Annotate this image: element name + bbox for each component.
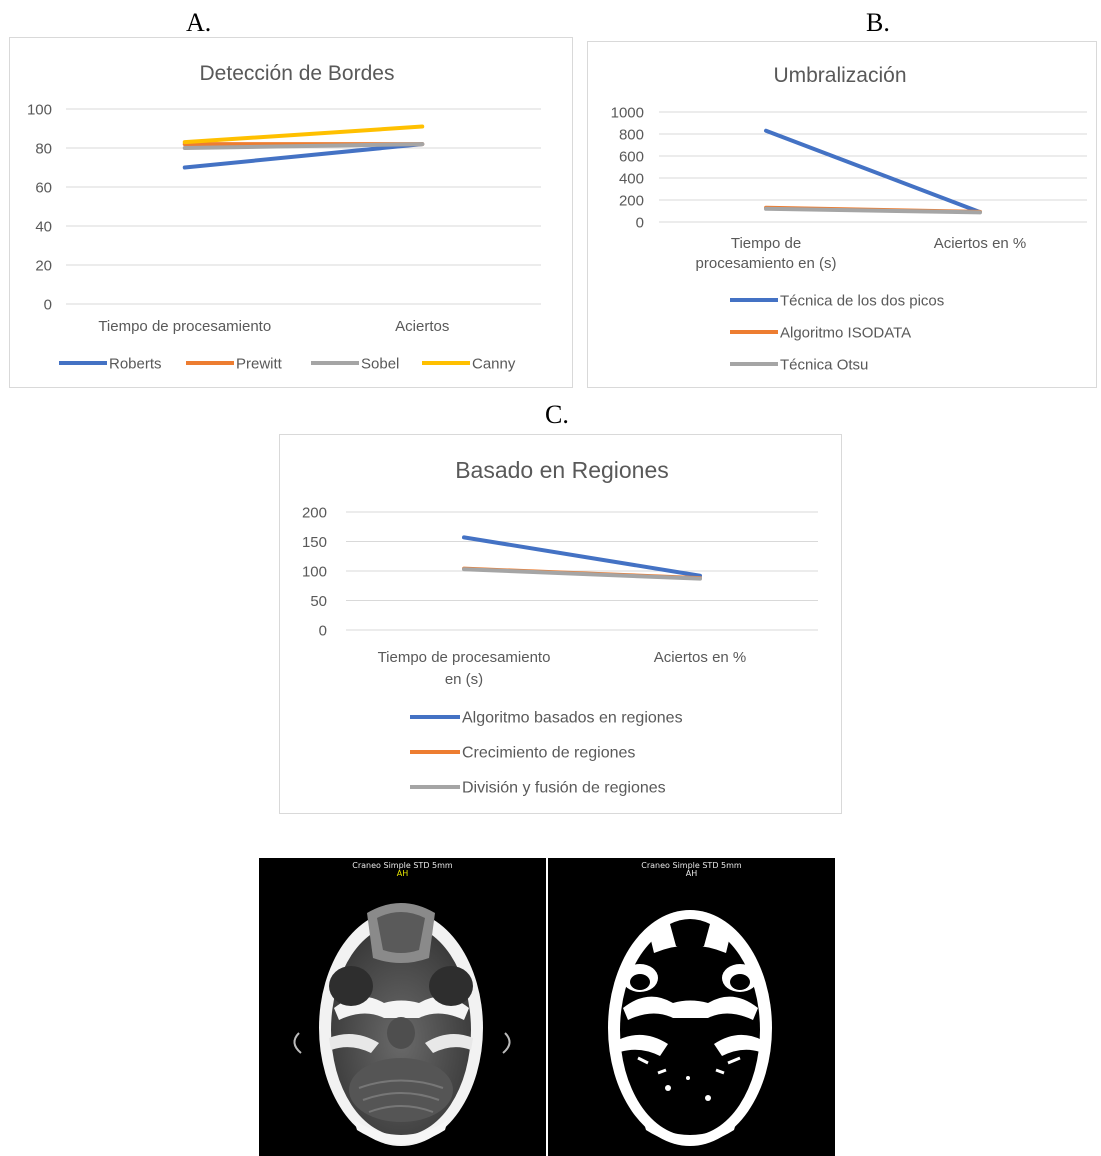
x-category-label: Aciertos en %	[654, 649, 747, 666]
ct-skull-binary-image	[608, 910, 772, 1146]
y-tick-label: 100	[302, 563, 327, 580]
y-tick-label: 200	[302, 504, 327, 521]
y-tick-label: 60	[35, 179, 52, 196]
chart-title: Detección de Bordes	[200, 62, 395, 85]
x-category-label: Tiempo de procesamiento	[98, 318, 271, 335]
chart-c-svg: Basado en Regiones 0 50 100 150 200 Tiempo de …	[302, 457, 818, 797]
legend-label: Canny	[472, 355, 516, 372]
ct-scan-segmented: Craneo Simple STD 5mm AH	[548, 858, 835, 1156]
series-line	[182, 142, 425, 170]
ct-tag-left: AH	[396, 869, 409, 878]
series-line	[182, 142, 425, 150]
x-category-label: Tiempo de procesamiento	[378, 649, 551, 666]
ct-caption-right: Craneo Simple STD 5mm	[641, 861, 742, 870]
chart-deteccion-de-bordes: Detección de Bordes 0 20 40 60 80 100 Tiempo de…	[9, 37, 573, 388]
y-tick-label: 0	[319, 622, 327, 639]
x-category-label: Aciertos	[395, 318, 449, 335]
y-tick-label: 800	[619, 126, 644, 143]
chart-title: Umbralización	[773, 64, 906, 87]
y-tick-label: 40	[35, 218, 52, 235]
chart-b-svg: Umbralización 0 200 400 600 800 1000 Tiempo de p…	[611, 64, 1087, 373]
figure-label-b: B.	[866, 8, 890, 37]
x-category-label: procesamiento en (s)	[696, 255, 837, 272]
legend-label: Crecimiento de regiones	[462, 745, 635, 762]
y-tick-label: 100	[27, 101, 52, 118]
chart-umbralizacion: Umbralización 0 200 400 600 800 1000 Tiempo de p…	[587, 41, 1097, 388]
x-category-label: en (s)	[445, 671, 483, 688]
legend-label: Técnica de los dos picos	[780, 292, 944, 309]
y-tick-label: 50	[310, 593, 327, 610]
ct-scan-original: Craneo Simple STD 5mm AH	[259, 858, 546, 1156]
legend-label: Sobel	[361, 355, 399, 372]
series-line	[462, 535, 702, 578]
x-category-label: Tiempo de	[731, 235, 801, 252]
y-tick-label: 200	[619, 192, 644, 209]
y-tick-label: 20	[35, 257, 52, 274]
legend-label: Técnica Otsu	[780, 356, 868, 373]
legend-label: Algoritmo basados en regiones	[462, 710, 683, 727]
series-line	[764, 128, 982, 215]
y-tick-label: 80	[35, 140, 52, 157]
series-line	[182, 124, 425, 145]
y-tick-label: 0	[44, 296, 52, 313]
series-line	[764, 206, 982, 215]
y-tick-label: 600	[619, 148, 644, 165]
y-tick-label: 400	[619, 170, 644, 187]
ct-caption-left: Craneo Simple STD 5mm	[352, 861, 453, 870]
figure-label-a: A.	[186, 8, 212, 37]
figure-label-c: C.	[545, 400, 569, 429]
y-tick-label: 0	[636, 214, 644, 231]
legend-label: División y fusión de regiones	[462, 780, 666, 797]
legend-label: Roberts	[109, 355, 162, 372]
chart-basado-en-regiones: Basado en Regiones 0 50 100 150 200 Tiempo de …	[279, 434, 842, 814]
legend-label: Prewitt	[236, 355, 283, 372]
legend-label: Algoritmo ISODATA	[780, 324, 911, 341]
chart-title: Basado en Regiones	[455, 457, 669, 483]
y-tick-label: 1000	[611, 104, 644, 121]
chart-a-svg: Detección de Bordes 0 20 40 60 80 100 Tiempo de…	[27, 62, 541, 372]
x-category-label: Aciertos en %	[934, 235, 1027, 252]
series-line	[462, 567, 702, 581]
ct-skull-grayscale-image	[293, 903, 511, 1146]
y-tick-label: 150	[302, 534, 327, 551]
ct-tag-right: AH	[685, 869, 698, 878]
